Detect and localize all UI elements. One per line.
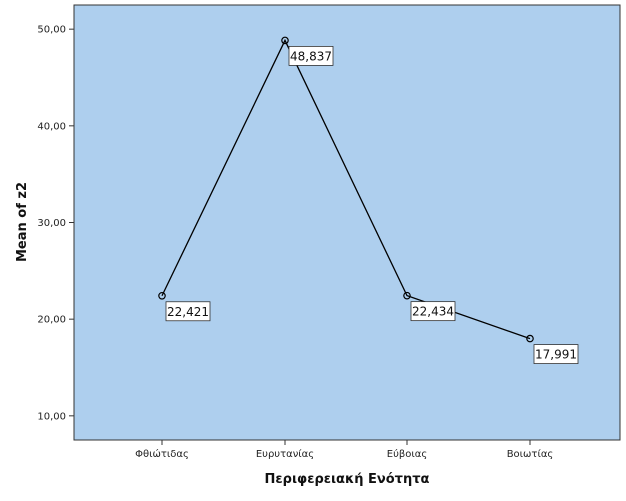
series-line: [161, 38, 531, 340]
data-label: 22,421: [167, 305, 209, 319]
x-tick-label: Βοιωτίας: [507, 448, 554, 460]
data-label: 22,434: [412, 305, 454, 319]
x-axis: Φθιώτιδας Ευρυτανίας Εύβοιας Βοιωτίας: [135, 440, 553, 460]
data-points: [158, 36, 534, 343]
y-tick-label: 50,00: [37, 25, 66, 36]
data-label-box: [288, 46, 334, 66]
y-tick-label: 30,00: [37, 218, 66, 229]
x-tick-label: Φθιώτιδας: [135, 448, 189, 460]
data-point: [158, 291, 166, 300]
data-point: [281, 36, 289, 45]
data-labels: 22,421 48,837 22,434 17,991: [165, 46, 579, 364]
data-label-box: [410, 301, 456, 322]
data-point: [526, 334, 534, 343]
y-tick-label: 40,00: [37, 121, 66, 132]
y-axis-title: Mean of z2: [15, 182, 30, 262]
y-tick-label: 20,00: [37, 315, 66, 326]
y-axis: 10,00 20,00 30,00 40,00 50,00: [37, 25, 74, 422]
data-point: [403, 291, 411, 300]
x-tick-label: Ευρυτανίας: [256, 448, 314, 460]
y-tick-label: 10,00: [37, 411, 66, 422]
data-label-box: [533, 344, 579, 364]
plot-area: [73, 4, 621, 441]
x-axis-title: Περιφερειακή Ενότητα: [265, 472, 430, 487]
data-label: 48,837: [290, 49, 332, 63]
data-label-box: [165, 301, 211, 322]
x-tick-label: Εύβοιας: [387, 448, 427, 460]
data-label: 17,991: [535, 348, 577, 362]
